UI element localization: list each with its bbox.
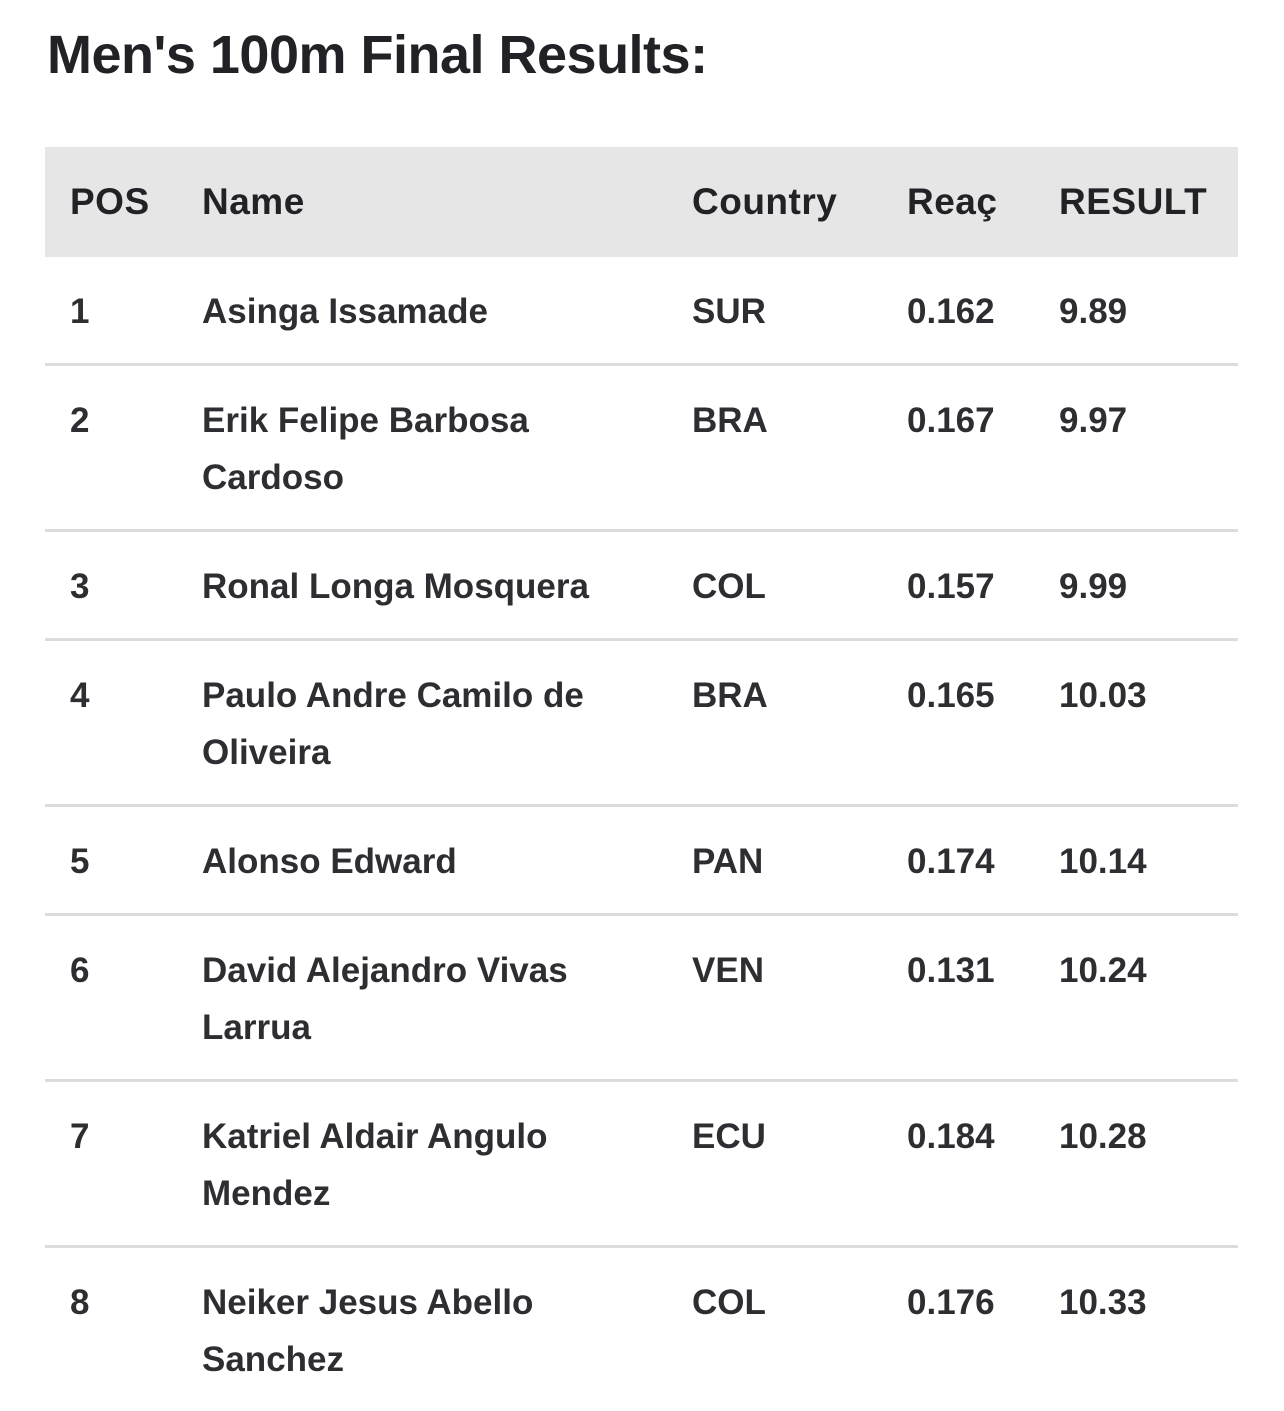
cell: Paulo Andre Camilo de Oliveira	[177, 640, 667, 806]
cell: 10.33	[1034, 1247, 1238, 1411]
cell: COL	[667, 531, 882, 640]
cell: 0.165	[882, 640, 1034, 806]
cell: 2	[45, 365, 177, 531]
cell: SUR	[667, 257, 882, 365]
cell: 10.24	[1034, 915, 1238, 1081]
cell: 8	[45, 1247, 177, 1411]
cell: 9.99	[1034, 531, 1238, 640]
header-cell: RESULT	[1034, 147, 1238, 257]
cell: 0.167	[882, 365, 1034, 531]
header-cell: Country	[667, 147, 882, 257]
cell: BRA	[667, 640, 882, 806]
cell: 0.162	[882, 257, 1034, 365]
cell: 7	[45, 1081, 177, 1247]
title: Men's 100m Final Results:	[47, 24, 708, 86]
cell: Asinga Issamade	[177, 257, 667, 365]
cell: Neiker Jesus Abello Sanchez	[177, 1247, 667, 1411]
cell: Erik Felipe Barbosa Cardoso	[177, 365, 667, 531]
header-cell: Reaç	[882, 147, 1034, 257]
cell: 10.28	[1034, 1081, 1238, 1247]
header-cell: POS	[45, 147, 177, 257]
cell: 4	[45, 640, 177, 806]
cell: 0.157	[882, 531, 1034, 640]
cell: ECU	[667, 1081, 882, 1247]
header-cell: Name	[177, 147, 667, 257]
cell: 5	[45, 806, 177, 915]
cell: Katriel Aldair Angulo Mendez	[177, 1081, 667, 1247]
cell: 0.174	[882, 806, 1034, 915]
cell: Ronal Longa Mosquera	[177, 531, 667, 640]
cell: 1	[45, 257, 177, 365]
cell: 6	[45, 915, 177, 1081]
cell: 10.03	[1034, 640, 1238, 806]
cell: PAN	[667, 806, 882, 915]
cell: 9.89	[1034, 257, 1238, 365]
cell: Alonso Edward	[177, 806, 667, 915]
cell: 0.184	[882, 1081, 1034, 1247]
cell: 3	[45, 531, 177, 640]
cell: 0.131	[882, 915, 1034, 1081]
cell: 10.14	[1034, 806, 1238, 915]
cell: VEN	[667, 915, 882, 1081]
cell: David Alejandro Vivas Larrua	[177, 915, 667, 1081]
cell: COL	[667, 1247, 882, 1411]
cell: 0.176	[882, 1247, 1034, 1411]
cell: 9.97	[1034, 365, 1238, 531]
cell: BRA	[667, 365, 882, 531]
